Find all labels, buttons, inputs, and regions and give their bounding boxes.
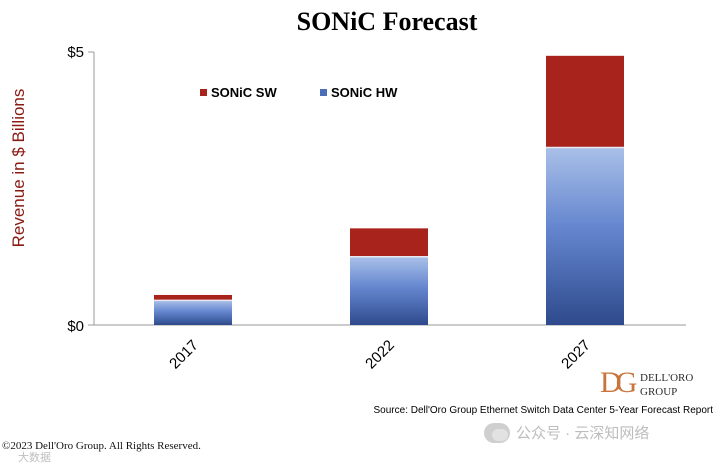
legend-swatch-hw [320, 89, 327, 96]
logo-mark: DG [600, 366, 637, 399]
chart-title: SONiC Forecast [297, 7, 478, 36]
watermark-text: 公众号 · 云深知网络 [516, 425, 650, 442]
legend-label-hw: SONiC HW [331, 85, 398, 100]
logo-line2: GROUP [640, 386, 677, 398]
logo-line1: DELL'ORO [640, 372, 693, 384]
dell-oro-logo: DG DELL'ORO GROUP [600, 366, 693, 399]
legend: SONiC SW SONiC HW [200, 85, 398, 100]
x-tick-label-2022: 2022 [362, 337, 398, 373]
bar-sw-2027 [546, 55, 624, 148]
x-tick-label-2017: 2017 [166, 337, 202, 373]
y-tick-label-top: $5 [67, 44, 84, 61]
bars-group [154, 55, 624, 325]
copyright-footer: ©2023 Dell'Oro Group. All Rights Reserve… [2, 440, 201, 452]
watermark: 公众号 · 云深知网络 [484, 422, 649, 443]
bar-sw-2017 [154, 294, 232, 301]
bar-hw-2027 [546, 147, 624, 325]
legend-label-sw: SONiC SW [211, 85, 277, 100]
legend-swatch-sw [200, 89, 207, 96]
x-tick-label-2027: 2027 [558, 337, 594, 373]
bar-hw-2022 [350, 256, 428, 325]
bar-hw-2017 [154, 300, 232, 325]
source-note: Source: Dell'Oro Group Ethernet Switch D… [374, 405, 714, 416]
x-ticks-group: 2017 2022 2027 [166, 337, 594, 373]
wechat-icon [484, 422, 510, 443]
y-axis-label: Revenue in $ Billions [9, 89, 28, 248]
watermark-overlay: 大数据 [18, 452, 51, 464]
bar-sw-2022 [350, 228, 428, 257]
y-tick-label-bottom: $0 [67, 318, 84, 335]
